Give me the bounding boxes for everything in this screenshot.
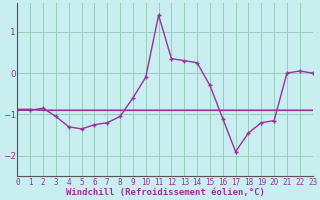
- X-axis label: Windchill (Refroidissement éolien,°C): Windchill (Refroidissement éolien,°C): [66, 188, 264, 197]
